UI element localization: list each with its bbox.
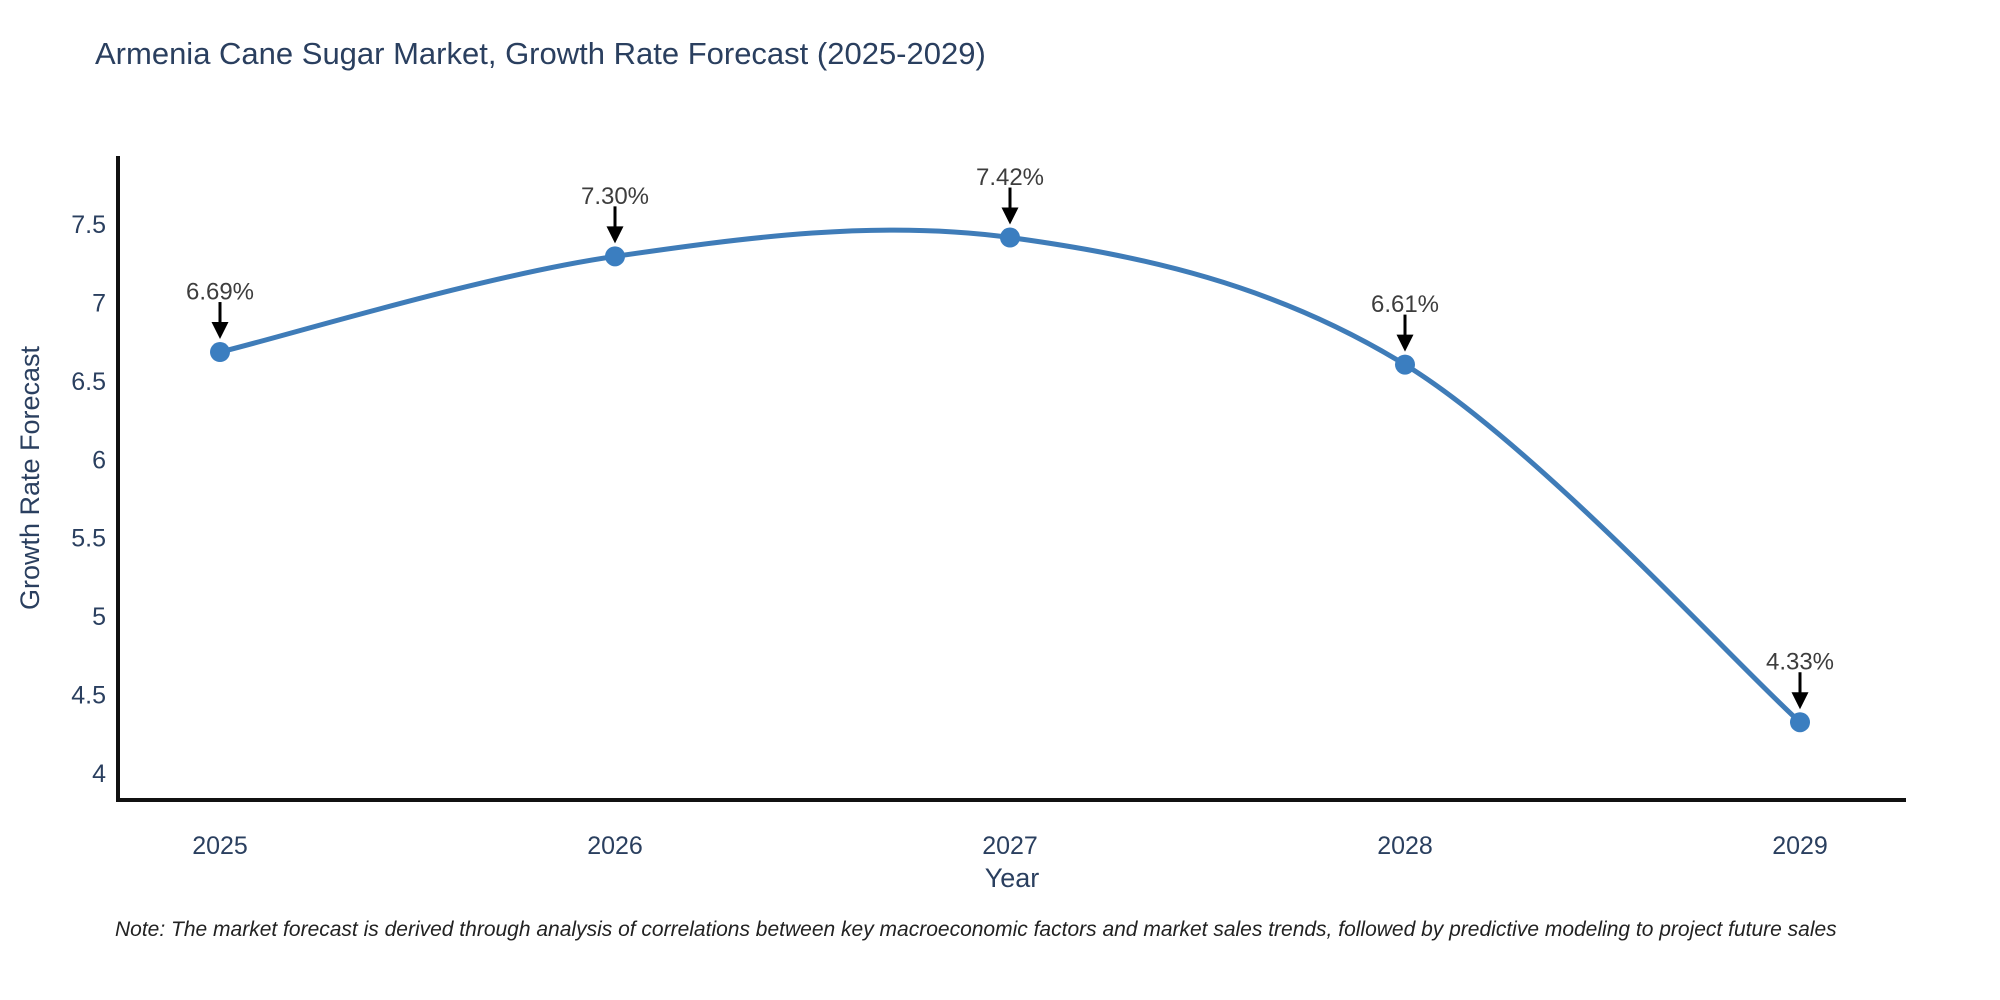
annotation-arrowhead-2025	[211, 322, 229, 340]
data-point-2025	[210, 342, 230, 363]
x-tick-2028: 2028	[1377, 832, 1433, 860]
annotation-label-2025: 6.69%	[186, 279, 254, 306]
annotation-arrowhead-2026	[606, 226, 624, 244]
data-point-2028	[1395, 354, 1415, 375]
y-tick-5.5: 5.5	[71, 525, 106, 553]
data-point-2026	[605, 246, 625, 267]
annotation-label-2029: 4.33%	[1766, 649, 1834, 676]
data-point-2029	[1790, 712, 1810, 733]
annotation-arrowhead-2028	[1396, 334, 1414, 352]
annotation-label-2026: 7.30%	[581, 183, 649, 210]
chart-title: Armenia Cane Sugar Market, Growth Rate F…	[95, 36, 986, 71]
annotation-arrowhead-2027	[1001, 207, 1019, 225]
y-tick-7: 7	[92, 289, 106, 317]
x-tick-2026: 2026	[587, 832, 643, 860]
footnote: Note: The market forecast is derived thr…	[115, 918, 1837, 941]
y-tick-4.5: 4.5	[71, 682, 106, 710]
y-tick-7.5: 7.5	[71, 211, 106, 239]
y-axis-title: Growth Rate Forecast	[15, 345, 45, 610]
y-tick-5: 5	[92, 603, 106, 631]
x-axis-title: Year	[985, 863, 1040, 893]
x-tick-2025: 2025	[192, 832, 248, 860]
annotation-arrowhead-2029	[1791, 692, 1809, 710]
annotation-label-2027: 7.42%	[976, 164, 1044, 191]
forecast-line-series	[217, 227, 1803, 725]
y-tick-6: 6	[92, 446, 106, 474]
axes	[116, 156, 1906, 802]
x-tick-2027: 2027	[982, 832, 1038, 860]
y-tick-6.5: 6.5	[71, 368, 106, 396]
annotation-label-2028: 6.61%	[1371, 291, 1439, 318]
data-point-2027	[1000, 227, 1020, 248]
x-tick-2029: 2029	[1772, 832, 1828, 860]
y-tick-4: 4	[92, 760, 106, 788]
